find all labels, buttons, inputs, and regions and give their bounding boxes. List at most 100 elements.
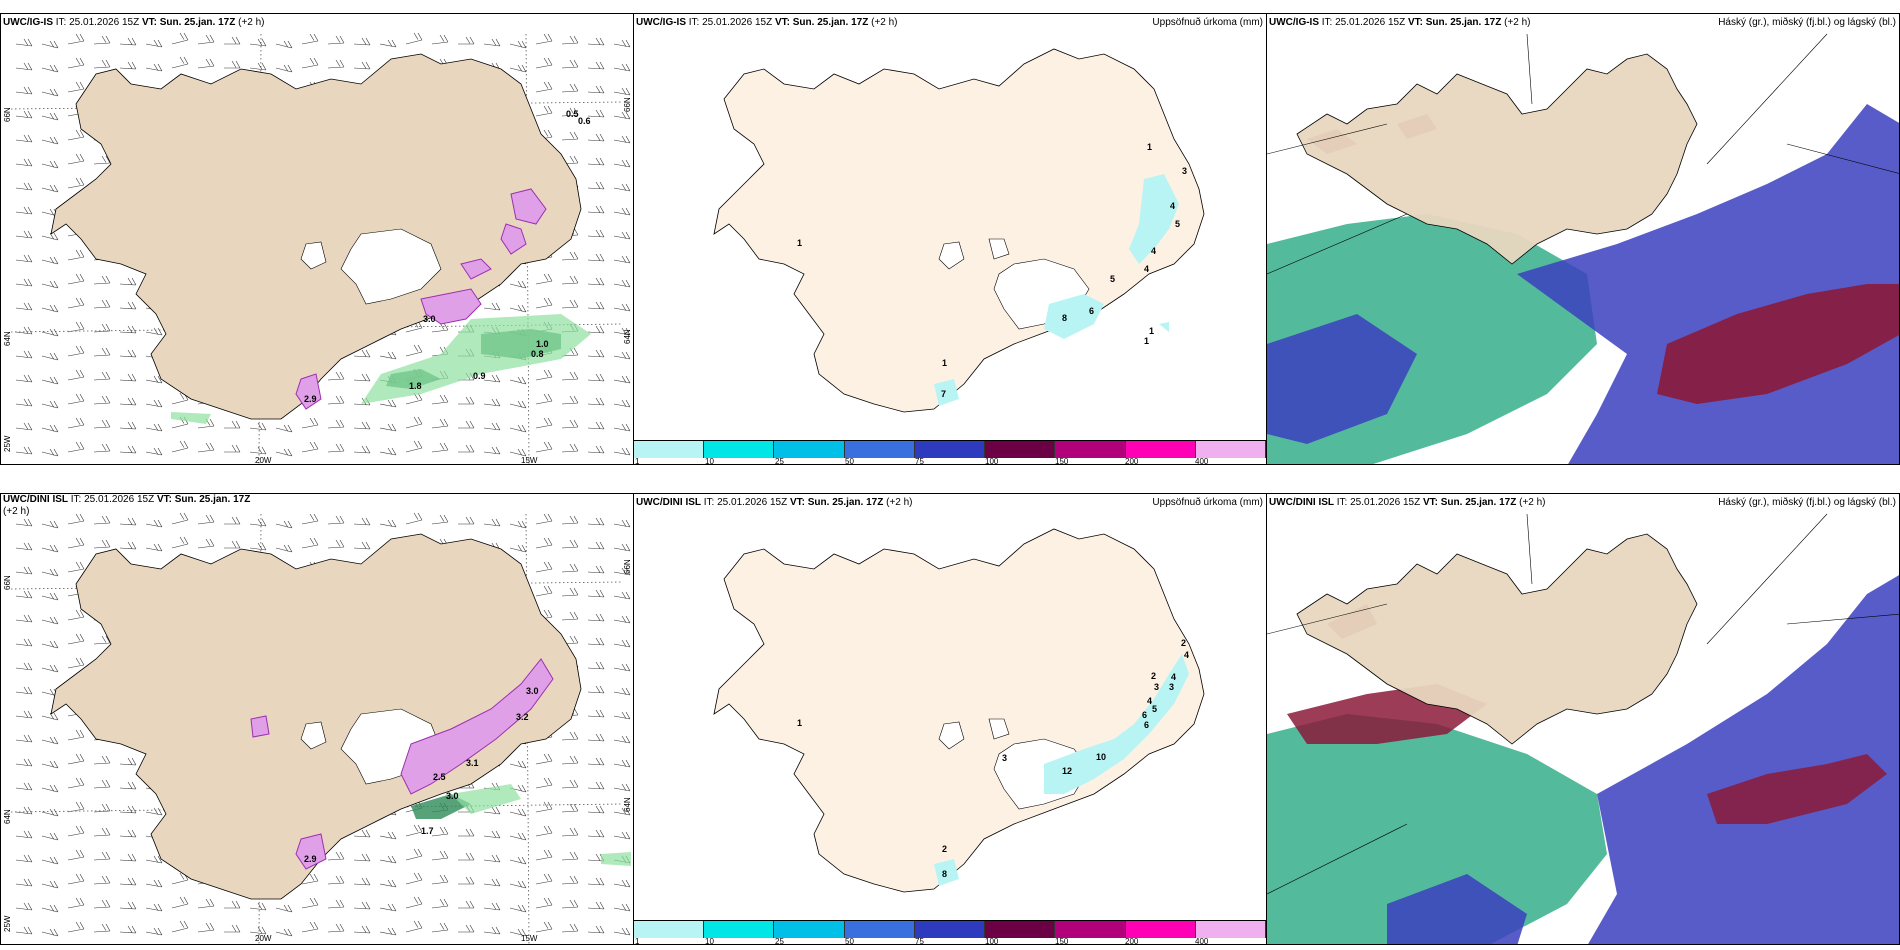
- svg-text:4: 4: [1171, 672, 1176, 682]
- wind-barb: [431, 394, 449, 405]
- wind-barb: [535, 585, 553, 597]
- wind-barb: [15, 854, 33, 863]
- cloud-map-panel-row1: UWC/IG-IS IT: 25.01.2026 15Z VT: Sun. 25…: [1266, 13, 1900, 465]
- wind-barb: [613, 423, 631, 432]
- wind-barb: [405, 344, 423, 357]
- iceland-landmass: [1296, 53, 1698, 265]
- wind-barb: [561, 59, 579, 69]
- wind-barb: [93, 803, 111, 813]
- wind-barb: [93, 779, 111, 789]
- wind-barb: [405, 872, 423, 885]
- wind-barb: [379, 423, 397, 432]
- wind-barb: [587, 901, 605, 910]
- panel-header: UWC/IG-IS IT: 25.01.2026 15Z VT: Sun. 25…: [3, 17, 265, 28]
- svg-text:0.8: 0.8: [531, 349, 544, 359]
- wind-barb: [353, 445, 371, 454]
- colorbar-segment: [1125, 921, 1196, 938]
- wind-barb: [41, 832, 59, 841]
- colorbar-segment: [1055, 921, 1126, 938]
- wind-barb: [93, 35, 111, 45]
- high-cloud-area: [1307, 114, 1899, 404]
- wind-barb: [587, 613, 605, 622]
- colorbar-segment: [914, 441, 986, 458]
- svg-text:4: 4: [1144, 264, 1149, 274]
- wind-barb: [67, 537, 85, 549]
- wind-barb: [15, 710, 33, 719]
- svg-text:12: 12: [1062, 766, 1072, 776]
- iceland-landmass: [713, 48, 1205, 413]
- precip-colorbar: 1 10 25 50 75 100 150 200 400: [634, 920, 1266, 944]
- colorbar-segment: [704, 921, 775, 938]
- wind-barb: [15, 86, 33, 95]
- wind-barb: [67, 345, 85, 357]
- wind-barb: [561, 827, 579, 837]
- wind-barb: [119, 445, 137, 454]
- colorbar-segment: [1125, 441, 1196, 458]
- wind-barb: [327, 899, 345, 909]
- colorbar-segment: [634, 441, 705, 458]
- colorbar-tick: 75: [915, 937, 924, 945]
- wind-barb: [405, 824, 423, 837]
- wind-barb: [613, 519, 631, 528]
- wind-barb: [561, 875, 579, 885]
- svg-text:4: 4: [1147, 696, 1152, 706]
- wind-barb: [458, 36, 475, 45]
- wind-barb: [613, 639, 631, 648]
- wind-barb: [67, 609, 85, 621]
- wind-barb: [509, 832, 527, 841]
- wind-barb: [67, 921, 85, 933]
- wind-barb: [15, 686, 33, 695]
- lat-label: 64N: [623, 797, 632, 812]
- wind-barb: [587, 805, 605, 814]
- lat-label: 64N: [623, 329, 632, 344]
- wind-barb: [67, 849, 85, 861]
- wind-barb: [587, 661, 605, 670]
- wind-barb: [405, 32, 423, 45]
- wind-barb: [15, 62, 33, 71]
- wind-barb: [587, 733, 605, 742]
- wind-barb: [67, 753, 85, 765]
- wind-barb: [224, 540, 241, 549]
- svg-text:2: 2: [942, 844, 947, 854]
- svg-text:5: 5: [1152, 704, 1157, 714]
- wind-barb: [613, 351, 631, 360]
- wind-barb: [509, 928, 527, 937]
- wind-barb: [224, 444, 241, 453]
- colorbar-tick: 50: [845, 937, 854, 945]
- wind-barb: [613, 711, 631, 720]
- wind-barb: [561, 131, 579, 141]
- wind-barb: [379, 399, 397, 408]
- wind-barb: [67, 513, 85, 525]
- wind-barb: [15, 758, 33, 767]
- colorbar-segment: [844, 441, 915, 458]
- wind-barb: [458, 396, 475, 405]
- wind-barb: [93, 539, 111, 549]
- lat-label: 66N: [623, 97, 632, 112]
- wind-barb: [561, 923, 579, 933]
- wind-barb: [15, 374, 33, 383]
- lat-label: 66N: [3, 575, 12, 590]
- wind-barb: [353, 853, 371, 862]
- wind-barb: [119, 277, 137, 286]
- precip-shade: [934, 174, 1179, 406]
- colorbar-segment: [844, 921, 915, 938]
- wind-barb: [145, 327, 163, 336]
- wind-barb: [535, 825, 553, 837]
- wind-barb: [458, 924, 475, 933]
- wind-barb: [561, 803, 579, 813]
- svg-text:3: 3: [1002, 753, 1007, 763]
- wind-barb: [405, 440, 423, 453]
- wind-barb: [535, 33, 553, 45]
- wind-barb: [561, 251, 579, 261]
- wind-barb: [15, 302, 33, 311]
- wind-barb: [93, 155, 111, 165]
- wind-barb: [458, 828, 475, 837]
- wind-barb: [483, 38, 501, 47]
- wind-barb: [67, 129, 85, 141]
- rain-light-area: [451, 784, 631, 866]
- wind-barb: [613, 327, 631, 336]
- wind-barb: [41, 640, 59, 649]
- panel-header: UWC/IG-IS IT: 25.01.2026 15Z VT: Sun. 25…: [1269, 17, 1531, 28]
- wind-barb: [587, 133, 605, 142]
- lat-label: 25W: [3, 915, 12, 932]
